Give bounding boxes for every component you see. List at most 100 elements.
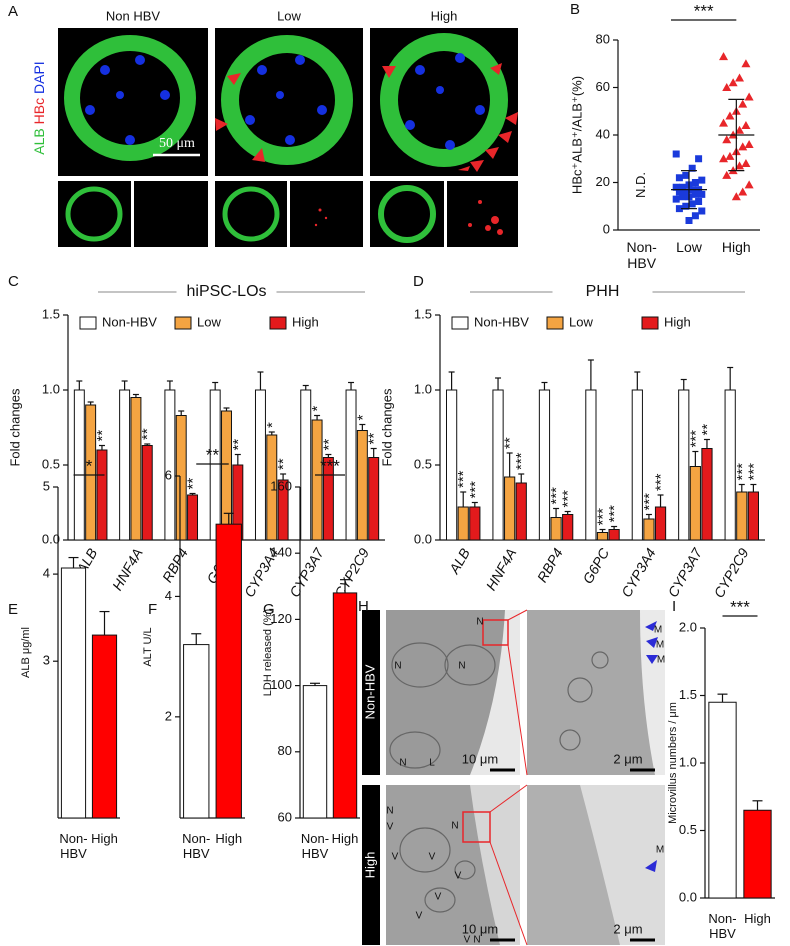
bar bbox=[457, 506, 469, 541]
bar bbox=[678, 389, 690, 541]
point bbox=[741, 159, 751, 167]
x-tick-label: High bbox=[215, 831, 242, 846]
significance: *** bbox=[745, 463, 762, 481]
point bbox=[675, 188, 683, 196]
annotation: M bbox=[656, 640, 664, 651]
point bbox=[685, 217, 693, 224]
x-tick-label: High bbox=[332, 831, 359, 846]
x-tick-label: CYP2C9 bbox=[331, 545, 372, 600]
significance: ** bbox=[139, 428, 156, 440]
point bbox=[672, 183, 680, 191]
x-tick-label: High bbox=[744, 911, 771, 926]
annotation: M bbox=[657, 655, 665, 666]
significance: *** bbox=[320, 456, 340, 475]
x-tick-label: CYP3A7 bbox=[286, 544, 327, 600]
bar bbox=[345, 389, 357, 541]
significance: * bbox=[309, 406, 326, 412]
significance: ** bbox=[320, 439, 337, 451]
y-tick-label: 0.0 bbox=[679, 889, 697, 904]
x-tick-label: Low bbox=[676, 239, 703, 255]
y-tick-label: 3 bbox=[43, 653, 50, 668]
bar bbox=[736, 491, 748, 541]
y-tick-label: 1.5 bbox=[414, 306, 432, 321]
bar bbox=[209, 389, 221, 541]
annotation: N.D. bbox=[633, 172, 648, 198]
bar bbox=[60, 567, 87, 819]
bar bbox=[356, 430, 368, 541]
y-tick-label: 1.0 bbox=[42, 381, 60, 396]
y-axis-title: Fold changes bbox=[7, 388, 22, 467]
point bbox=[691, 179, 699, 186]
bar bbox=[141, 445, 153, 541]
point bbox=[719, 118, 729, 127]
bar bbox=[446, 389, 458, 541]
legend-swatch bbox=[79, 316, 97, 330]
panel-letter: A bbox=[8, 3, 18, 20]
y-tick-label: 1.5 bbox=[679, 687, 697, 702]
point bbox=[691, 190, 699, 198]
bar bbox=[631, 389, 643, 541]
bar bbox=[73, 389, 85, 541]
bar bbox=[504, 476, 516, 541]
panel-letter: E bbox=[8, 601, 18, 618]
bar bbox=[747, 491, 759, 541]
y-tick-label: 1.0 bbox=[414, 381, 432, 396]
subtitle: hiPSC-LOs bbox=[186, 283, 266, 300]
bar bbox=[743, 809, 772, 899]
significance: *** bbox=[594, 508, 611, 526]
bar bbox=[562, 514, 574, 541]
y-tick-label: 80 bbox=[278, 743, 292, 758]
point bbox=[682, 188, 690, 196]
x-tick-label: HNF4A bbox=[109, 545, 146, 593]
subtitle: PHH bbox=[586, 283, 620, 300]
significance: *** bbox=[548, 487, 565, 505]
point bbox=[735, 161, 745, 170]
scale-bar-label: 50 μm bbox=[159, 136, 195, 151]
annotation: M bbox=[656, 845, 664, 856]
bar bbox=[515, 482, 527, 541]
y-axis-title: ALB μg/ml bbox=[20, 627, 32, 678]
point bbox=[719, 154, 729, 163]
annotation: V bbox=[435, 892, 442, 903]
point bbox=[682, 171, 690, 179]
legend-label: Non-HBV bbox=[102, 314, 157, 329]
point bbox=[691, 212, 699, 220]
panel-letter: D bbox=[413, 273, 424, 290]
significance: *** bbox=[694, 1, 714, 20]
point bbox=[744, 92, 754, 101]
significance: ** bbox=[275, 458, 292, 470]
bar bbox=[332, 592, 358, 819]
panel-letter: G bbox=[263, 601, 275, 618]
annotation: V bbox=[387, 822, 394, 833]
y-tick-label: 0.0 bbox=[42, 531, 60, 546]
annotation: V bbox=[416, 911, 423, 922]
x-tick-label: High bbox=[91, 831, 118, 846]
legend-swatch bbox=[451, 316, 469, 330]
significance: *** bbox=[467, 481, 484, 499]
panel-h-images bbox=[362, 609, 665, 946]
bar bbox=[183, 644, 210, 819]
point bbox=[679, 193, 687, 201]
point bbox=[744, 140, 754, 148]
annotation: N bbox=[473, 935, 480, 946]
significance: ** bbox=[699, 424, 716, 436]
point bbox=[722, 170, 732, 179]
significance: *** bbox=[513, 452, 530, 470]
point bbox=[675, 174, 683, 182]
scale-bar-label: 2 μm bbox=[613, 921, 642, 936]
point bbox=[722, 83, 732, 91]
y-tick-label: 0.5 bbox=[42, 456, 60, 471]
point bbox=[672, 150, 680, 158]
y-axis-title: Fold changes bbox=[379, 388, 394, 467]
significance: * bbox=[86, 456, 93, 475]
bar bbox=[368, 457, 380, 541]
significance: *** bbox=[734, 463, 751, 481]
stain-label: ALB HBc DAPI bbox=[31, 61, 47, 154]
bar bbox=[596, 532, 609, 541]
x-tick-label: Non-HBV bbox=[182, 831, 210, 861]
bar bbox=[91, 634, 118, 819]
y-tick-label: 0.5 bbox=[414, 456, 432, 471]
significance: *** bbox=[455, 470, 472, 488]
bar bbox=[608, 529, 620, 541]
